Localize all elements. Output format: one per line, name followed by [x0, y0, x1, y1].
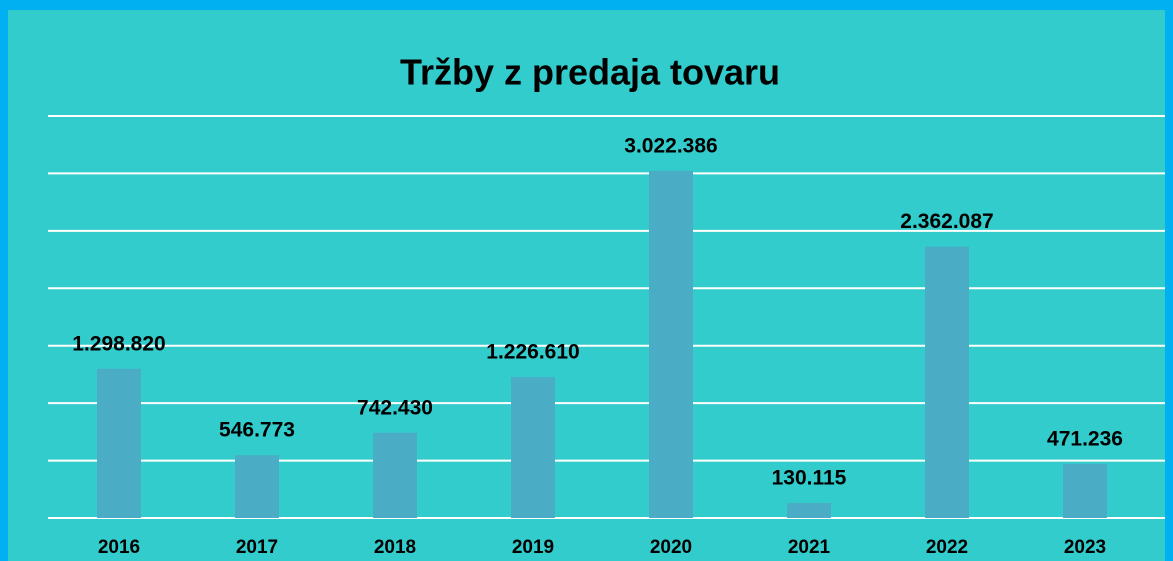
data-label: 546.773 [219, 419, 295, 442]
bar [787, 503, 831, 518]
x-tick-label: 2023 [1064, 537, 1106, 558]
x-tick-label: 2022 [926, 537, 968, 558]
bar [235, 455, 279, 518]
data-label: 2.362.087 [900, 210, 993, 233]
x-tick-label: 2018 [374, 537, 416, 558]
data-label: 130.115 [772, 467, 847, 490]
data-label: 1.226.610 [486, 341, 579, 364]
data-label: 471.236 [1047, 427, 1123, 450]
data-label: 3.022.386 [624, 134, 717, 157]
x-tick-label: 2020 [650, 537, 692, 558]
x-tick-label: 2017 [236, 537, 278, 558]
bar [649, 170, 693, 519]
bar [925, 246, 969, 518]
x-tick-label: 2016 [98, 537, 140, 558]
bar [511, 377, 555, 518]
data-label: 742.430 [357, 396, 433, 419]
bar [97, 368, 141, 518]
x-tick-label: 2021 [788, 537, 831, 558]
chart-title: Tržby z predaja tovaru [400, 52, 780, 93]
chart-background [8, 10, 1165, 561]
data-label: 1.298.820 [72, 332, 165, 355]
bar [373, 432, 417, 518]
x-tick-label: 2019 [512, 537, 554, 558]
bar [1063, 463, 1107, 518]
